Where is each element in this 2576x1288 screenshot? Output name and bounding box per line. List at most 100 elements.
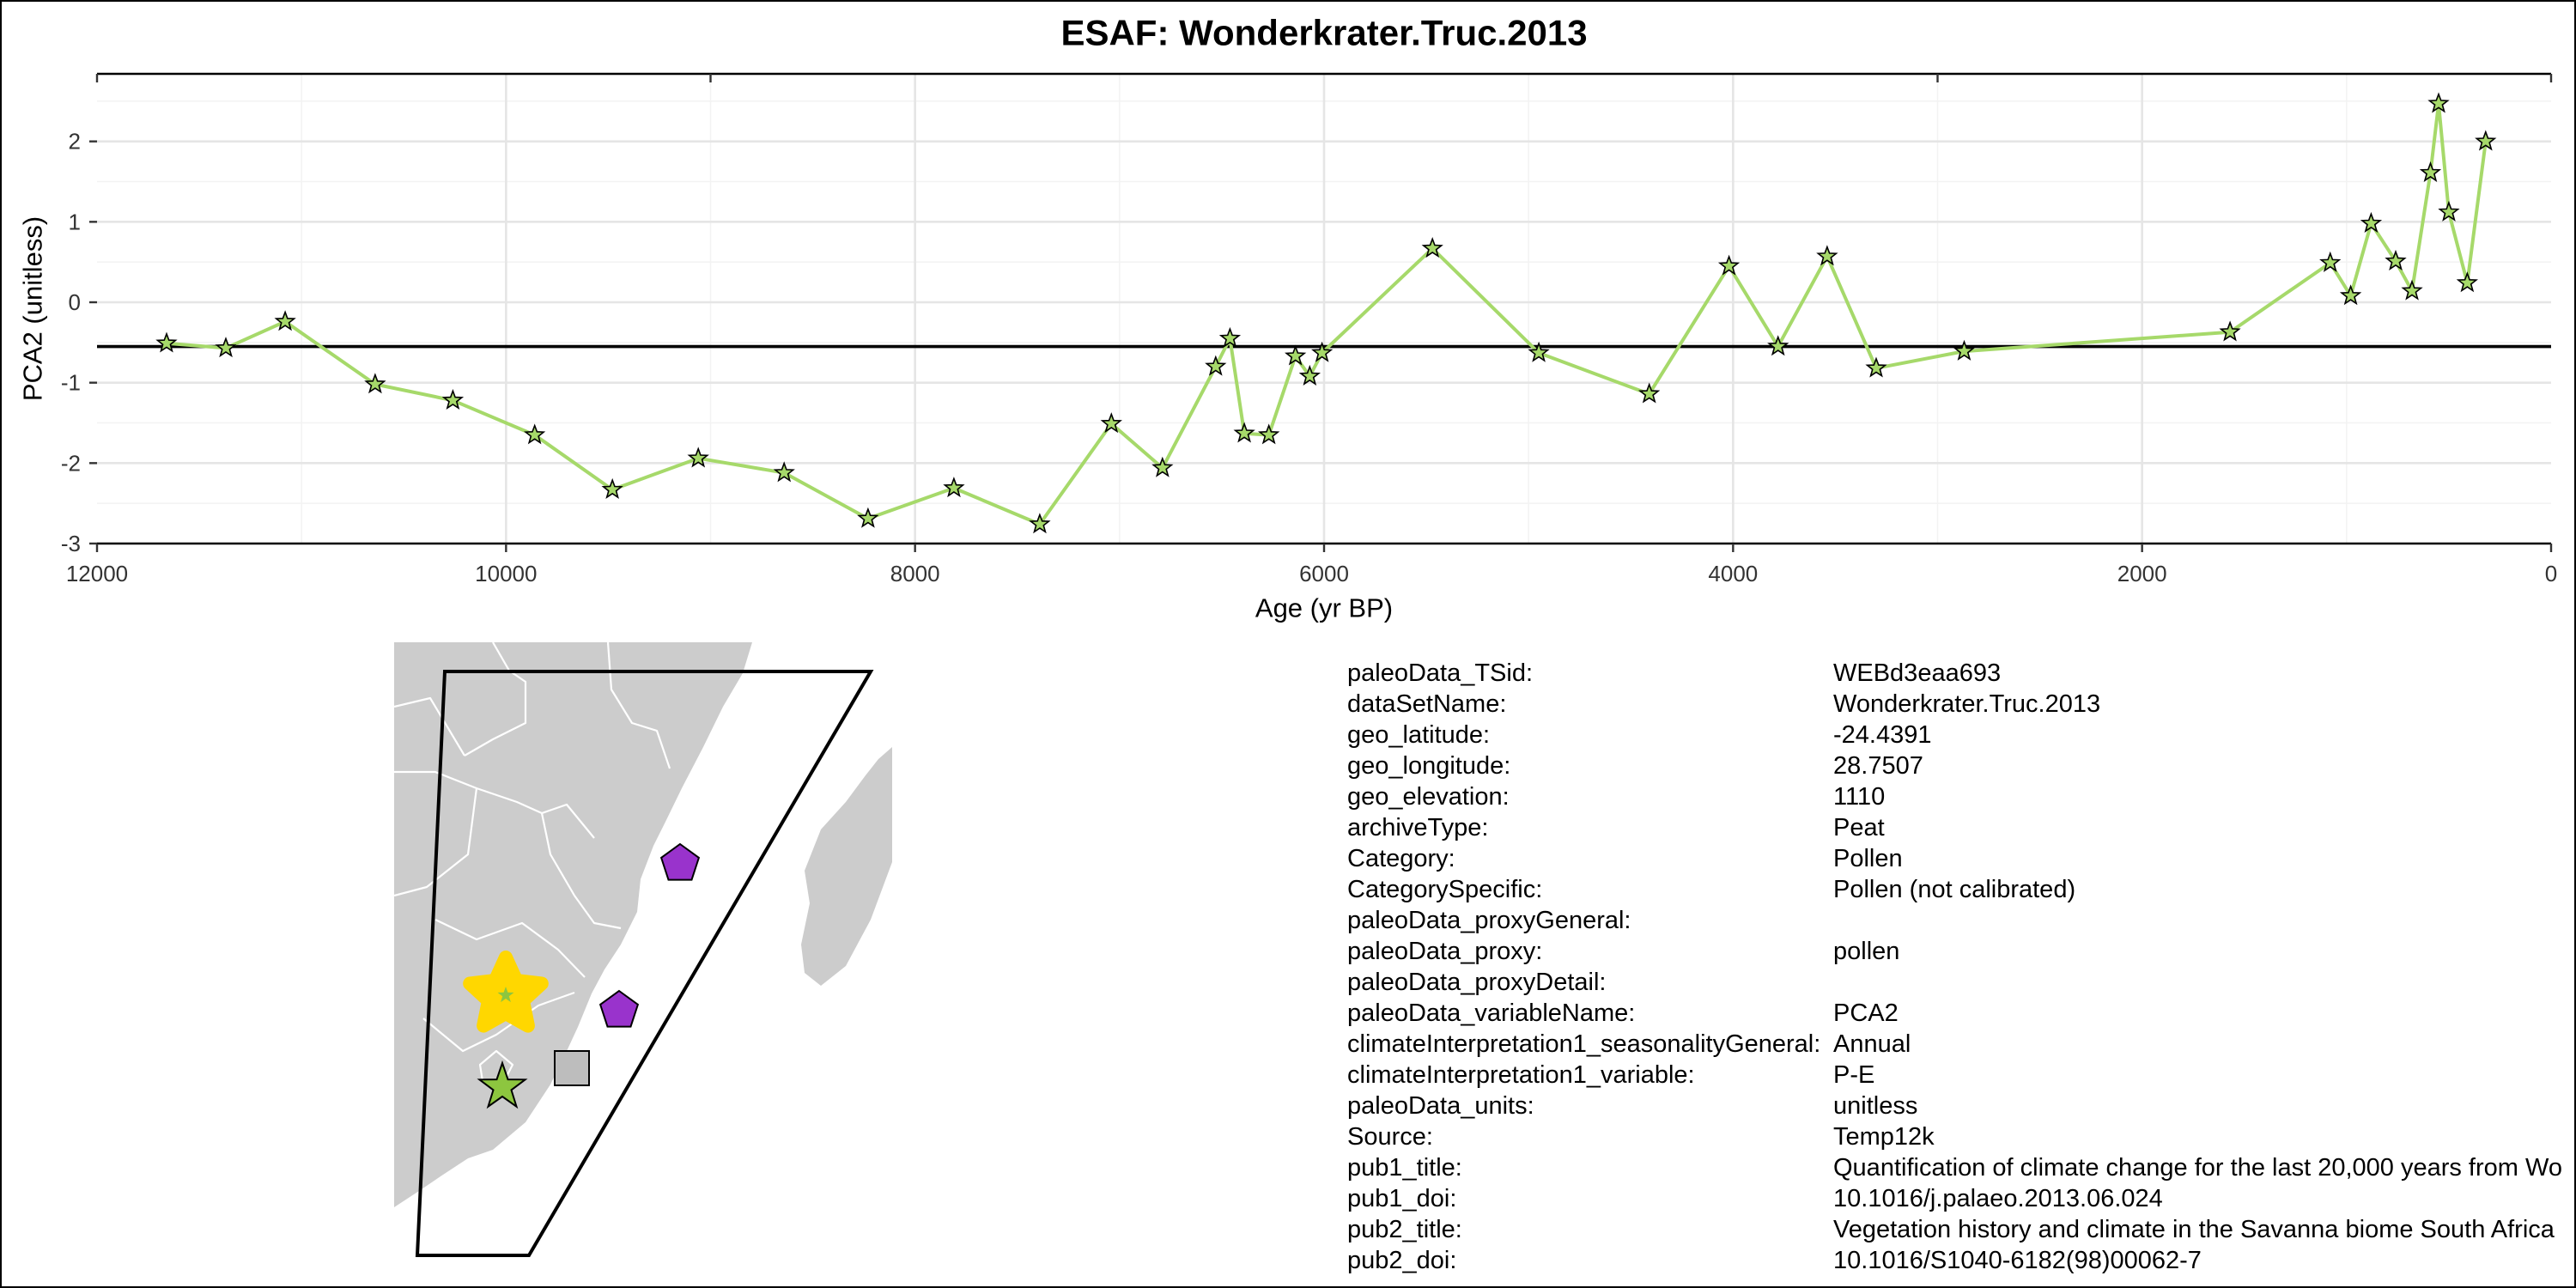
metadata-row: paleoData_proxyGeneral: [1347,905,2574,936]
metadata-value: Vegetation history and climate in the Sa… [1833,1216,2555,1243]
metadata-row: pub1_title: Quantification of climate cha… [1347,1152,2574,1183]
metadata-label: paleoData_TSid: [1347,659,1534,687]
site-pentagon-icon [598,989,640,1028]
metadata-label: pub1_title: [1347,1154,1462,1182]
metadata-value: 10.1016/j.palaeo.2013.06.024 [1833,1185,2163,1212]
series-point-star [1298,364,1321,386]
series-point-star [2319,251,2342,272]
series-point-star [1151,456,1174,477]
series-point-star [1816,245,1838,266]
series-line [166,101,2488,526]
series-point-star [215,337,237,358]
metadata-label: Category: [1347,845,1455,872]
x-axis-title: Age (yr BP) [1255,593,1393,623]
series-point-star [364,373,386,394]
metadata-value: Peat [1833,814,1885,841]
y-tick-label: -2 [61,450,81,476]
metadata-label: geo_longitude: [1347,752,1511,780]
madagascar-landmass [801,747,892,986]
metadata-row: Source: Temp12k [1347,1121,2574,1152]
metadata-value: 10.1016/S1040-6182(98)00062-7 [1833,1247,2202,1274]
metadata-row: pub2_title: Vegetation history and climat… [1347,1214,2574,1245]
metadata-value: unitless [1833,1092,1918,1120]
metadata-row: dataSetName: Wonderkrater.Truc.2013 [1347,689,2574,720]
x-tick-label: 12000 [66,561,128,586]
metadata-value: 28.7507 [1833,752,1923,780]
x-tick-label: 6000 [1299,561,1349,586]
y-tick-label: 2 [69,129,81,155]
metadata-label: geo_elevation: [1347,783,1510,811]
metadata-label: Source: [1347,1123,1433,1151]
series-point-star [2385,249,2407,270]
series-point-star [524,423,546,445]
series-point-star [773,461,795,483]
metadata-label: dataSetName: [1347,690,1507,718]
series-point-star [2360,211,2383,233]
country-borders [394,642,671,1086]
metadata-value: Quantification of climate change for the… [1833,1154,2562,1182]
metadata-label: climateInterpretation1_variable: [1347,1061,1695,1089]
series-point-star [1767,335,1789,356]
metadata-value: Pollen [1833,845,1903,872]
metadata-label: pub2_title: [1347,1216,1462,1243]
site-pentagon-icon [659,842,701,881]
metadata-label: pub2_doi: [1347,1247,1457,1274]
y-tick-label: -1 [61,370,81,396]
metadata-row: paleoData_variableName: PCA2 [1347,998,2574,1029]
series-point-star [2438,200,2460,222]
pca2-time-series-chart: 12000 10000 8000 6000 4000 2000 0 2 1 0 -1 -2 -3 Age … [18,13,2558,623]
metadata-value: Wonderkrater.Truc.2013 [1833,690,2101,718]
country-border [606,642,671,769]
metadata-label: climateInterpretation1_seasonalityGenera… [1347,1030,1821,1058]
metadata-value: pollen [1833,938,1900,965]
metadata-row: geo_longitude: 28.7507 [1347,750,2574,781]
series-point-star [1528,341,1550,362]
country-border [394,770,595,839]
series-point-star [1865,356,1887,378]
metadata-row: pub2_doi: 10.1016/S1040-6182(98)00062-7 [1347,1245,2574,1276]
metadata-row: paleoData_units: unitless [1347,1091,2574,1121]
metadata-row: paleoData_proxyDetail: [1347,967,2574,998]
series-point-star [2475,130,2497,151]
metadata-value: PCA2 [1833,999,1899,1027]
series-point-star [1421,237,1443,258]
metadata-row: archiveType: Peat [1347,812,2574,843]
region-outline [415,670,874,1257]
country-border [464,642,527,756]
country-border [478,1049,514,1086]
y-tick-label: -3 [61,531,81,556]
site-square-icon [554,1050,590,1086]
x-tick-label: 4000 [1708,561,1758,586]
metadata-value: Temp12k [1833,1123,1935,1151]
y-tick-label: 1 [69,209,81,234]
metadata-row: pub1_doi: 10.1016/j.palaeo.2013.06.024 [1347,1183,2574,1214]
metadata-label: paleoData_proxy: [1347,938,1543,965]
metadata-value: P-E [1833,1061,1875,1089]
metadata-row: climateInterpretation1_variable: P-E [1347,1060,2574,1091]
series-point-star [857,507,879,528]
series-point-star [601,477,623,499]
series-point-star [1953,339,1976,361]
site-star-icon [497,987,514,1003]
metadata-value: Annual [1833,1030,1911,1058]
series-point-star [1258,423,1280,445]
country-border [394,787,478,897]
metadata-label: paleoData_variableName: [1347,999,1636,1027]
x-tick-label: 2000 [2117,561,2167,586]
site-map [394,642,892,1257]
country-border [422,991,575,1053]
series-point-star [1311,341,1334,362]
series-point-star [441,388,465,410]
metadata-label: CategorySpecific: [1347,876,1543,903]
metadata-value: -24.4391 [1833,721,1932,749]
metadata-label: paleoData_proxyDetail: [1347,969,1607,996]
x-tick-label: 0 [2545,561,2557,586]
y-tick-label: 0 [69,289,81,315]
series-point-star [943,477,965,498]
series-point-star [2219,320,2241,342]
series-point-star [2456,271,2479,293]
series-point-star [1717,254,1741,276]
metadata-value: WEBd3eaa693 [1833,659,2002,687]
metadata-label: paleoData_proxyGeneral: [1347,907,1631,934]
